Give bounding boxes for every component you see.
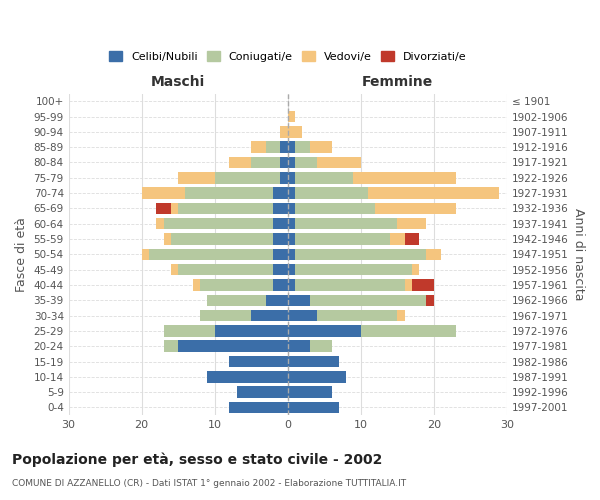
Bar [164,218,273,230]
Bar [229,356,287,368]
Bar [287,172,295,184]
Bar [171,202,178,214]
Bar [273,264,287,276]
Bar [317,310,397,322]
Bar [273,218,287,230]
Bar [149,248,273,260]
Bar [193,279,200,290]
Bar [427,248,441,260]
Bar [287,325,361,336]
Bar [361,325,455,336]
Bar [171,264,178,276]
Bar [404,279,412,290]
Bar [295,156,317,168]
Bar [142,248,149,260]
Bar [368,188,499,199]
Bar [287,310,317,322]
Bar [142,188,185,199]
Bar [215,172,280,184]
Legend: Celibi/Nubili, Coniugati/e, Vedovi/e, Divorziati/e: Celibi/Nubili, Coniugati/e, Vedovi/e, Di… [106,48,470,65]
Text: Maschi: Maschi [151,75,205,89]
Text: Femmine: Femmine [362,75,433,89]
Bar [295,172,353,184]
Bar [295,188,368,199]
Bar [295,264,412,276]
Bar [390,234,404,245]
Bar [287,156,295,168]
Bar [251,142,266,153]
Bar [171,234,273,245]
Bar [200,279,273,290]
Bar [287,386,331,398]
Bar [178,340,287,352]
Bar [251,156,280,168]
Bar [412,279,434,290]
Bar [208,294,266,306]
Bar [287,111,295,122]
Bar [353,172,455,184]
Bar [164,340,178,352]
Bar [317,156,361,168]
Bar [287,202,295,214]
Y-axis label: Fasce di età: Fasce di età [15,217,28,292]
Bar [287,234,295,245]
Bar [273,248,287,260]
Bar [310,142,331,153]
Bar [280,126,287,138]
Bar [178,202,273,214]
Bar [295,279,404,290]
Bar [287,371,346,382]
Bar [287,264,295,276]
Bar [287,142,295,153]
Bar [412,264,419,276]
Bar [266,294,287,306]
Bar [287,294,310,306]
Bar [295,142,310,153]
Bar [273,279,287,290]
Bar [208,371,287,382]
Bar [229,156,251,168]
Bar [310,294,427,306]
Bar [236,386,287,398]
Bar [164,234,171,245]
Bar [376,202,455,214]
Bar [397,218,427,230]
Bar [295,218,397,230]
Bar [273,234,287,245]
Text: COMUNE DI AZZANELLO (CR) - Dati ISTAT 1° gennaio 2002 - Elaborazione TUTTITALIA.: COMUNE DI AZZANELLO (CR) - Dati ISTAT 1°… [12,479,406,488]
Bar [156,202,171,214]
Bar [178,264,273,276]
Bar [266,142,280,153]
Bar [295,234,390,245]
Bar [280,156,287,168]
Text: Popolazione per età, sesso e stato civile - 2002: Popolazione per età, sesso e stato civil… [12,452,382,467]
Bar [200,310,251,322]
Bar [287,402,339,413]
Bar [273,202,287,214]
Bar [287,279,295,290]
Bar [280,142,287,153]
Bar [185,188,273,199]
Bar [404,234,419,245]
Bar [164,325,215,336]
Bar [295,202,376,214]
Bar [229,402,287,413]
Bar [287,218,295,230]
Bar [280,172,287,184]
Bar [178,172,215,184]
Bar [287,356,339,368]
Bar [295,248,427,260]
Y-axis label: Anni di nascita: Anni di nascita [572,208,585,300]
Bar [156,218,164,230]
Bar [287,340,310,352]
Bar [287,126,302,138]
Bar [397,310,404,322]
Bar [427,294,434,306]
Bar [215,325,287,336]
Bar [310,340,331,352]
Bar [273,188,287,199]
Bar [251,310,287,322]
Bar [287,248,295,260]
Bar [287,188,295,199]
